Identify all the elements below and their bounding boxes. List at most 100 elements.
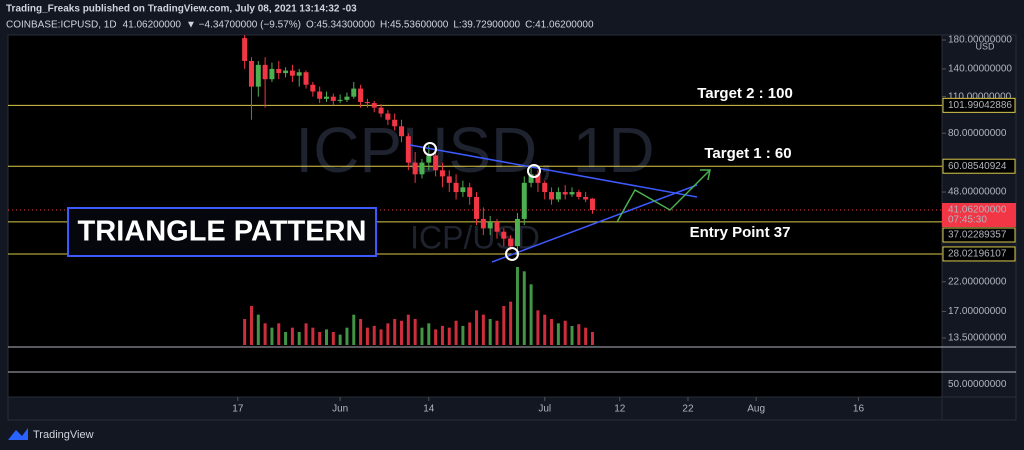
level-box: [942, 158, 1016, 174]
symbol: COINBASE:ICPUSD, 1D: [6, 20, 117, 31]
volume-bar: [372, 325, 376, 345]
pattern-label: TRIANGLE PATTERN: [78, 216, 367, 248]
x-tick-label: Jun: [332, 404, 348, 415]
x-tick-label: Aug: [747, 404, 765, 415]
target1-label: Target 1 : 60: [704, 145, 791, 162]
x-tick-label: 14: [423, 404, 435, 415]
volume-bar: [590, 332, 594, 345]
candle-body: [269, 68, 275, 80]
level-label: 101.99042886: [948, 100, 1012, 111]
volume-bar: [584, 327, 588, 345]
volume-bar: [550, 319, 554, 345]
ohlc-value: 41.06200000: [535, 20, 594, 31]
x-tick-label: 17: [232, 404, 244, 415]
candle-body: [351, 88, 357, 97]
candle-body: [378, 107, 384, 114]
candle-body: [276, 68, 282, 74]
chart-frame: [7, 34, 1017, 421]
pattern-box: [67, 207, 377, 257]
candle-body: [371, 103, 377, 108]
volume-bar: [318, 332, 322, 345]
symbol-line: COINBASE:ICPUSD, 1D 41.06200000 ▼ −4.3470…: [6, 20, 594, 31]
volume-bar: [434, 329, 438, 345]
y-tick-label: 140.00000000: [948, 64, 1012, 75]
target2-label: Target 2 : 100: [697, 85, 793, 102]
volume-bar: [556, 323, 560, 345]
candle-body: [528, 174, 534, 183]
candle-body: [487, 221, 493, 229]
candle-body: [344, 96, 350, 100]
volume-bar: [400, 320, 404, 345]
volume-bar: [515, 267, 519, 345]
volume-bar: [290, 327, 294, 345]
watermark: ICPUSD, 1D: [295, 114, 654, 186]
candle-body: [303, 72, 309, 85]
volume-bar: [529, 284, 533, 345]
y-tick-label: 80.00000000: [948, 128, 1007, 139]
volume-bar: [447, 327, 451, 345]
candle-body: [337, 99, 343, 101]
candle-body: [446, 176, 452, 183]
candle-body: [385, 113, 391, 120]
candle-body: [480, 218, 486, 229]
triangle-upper: [409, 144, 698, 198]
volume-bar: [406, 314, 410, 345]
volume-bar: [365, 327, 369, 345]
candle-body: [439, 170, 445, 177]
volume-bar: [284, 332, 288, 345]
y-tick-label: 22.00000000: [948, 276, 1007, 287]
volume-bar: [563, 320, 567, 345]
candle-body: [583, 196, 589, 200]
ohlc-key: O:: [306, 20, 317, 31]
candle-body: [549, 192, 555, 200]
level-label: 60.08540924: [948, 161, 1007, 172]
candle-body: [310, 84, 316, 92]
x-tick-label: Jul: [538, 404, 551, 415]
candle-body: [323, 96, 329, 99]
currency: USD: [975, 41, 995, 51]
volume-bar: [454, 320, 458, 345]
volume-bar: [413, 319, 417, 345]
y-tick-label: 13.50000000: [948, 333, 1007, 344]
ohlc-key: C:: [525, 20, 535, 31]
volume-bar: [461, 325, 465, 345]
x-tick-label: 22: [682, 404, 694, 415]
ohlc-key: H:: [380, 20, 390, 31]
candle-body: [283, 70, 289, 74]
volume-bar: [379, 329, 383, 345]
volume-bar: [359, 319, 363, 345]
volume-bar: [509, 301, 513, 345]
plot: [8, 35, 942, 345]
candle-body: [569, 192, 575, 195]
watermark-sub: ICP/USD: [410, 219, 540, 255]
volume-bar: [324, 329, 328, 345]
y-tick-label: 110.00000000: [948, 91, 1012, 102]
candle-body: [364, 102, 370, 104]
level-box: [942, 97, 1016, 113]
current-price-label: 41.06200000: [948, 205, 1007, 216]
candle-body: [426, 155, 432, 163]
candle-body: [296, 72, 302, 76]
volume-bar: [481, 314, 485, 345]
y-tick-label: 17.00000000: [948, 306, 1007, 317]
candle-body: [330, 96, 336, 101]
last-price: 41.06200000: [123, 20, 182, 31]
candle-body: [242, 38, 248, 61]
volume-bar: [256, 314, 260, 345]
volume-bar: [427, 323, 431, 345]
volume-bar: [304, 323, 308, 345]
candle-body: [358, 88, 364, 103]
countdown: 07:45:30: [948, 215, 987, 226]
y-tick-label: 48.00000000: [948, 187, 1007, 198]
footer-logo: [8, 428, 28, 440]
candle-body: [508, 238, 514, 247]
candle-body: [399, 126, 405, 137]
volume-bar: [495, 320, 499, 345]
volume-bar: [393, 319, 397, 345]
volume-bar: [536, 310, 540, 345]
x-tick-label: 12: [614, 404, 626, 415]
volume-bar: [243, 319, 247, 345]
x-tick-label: 16: [853, 404, 865, 415]
